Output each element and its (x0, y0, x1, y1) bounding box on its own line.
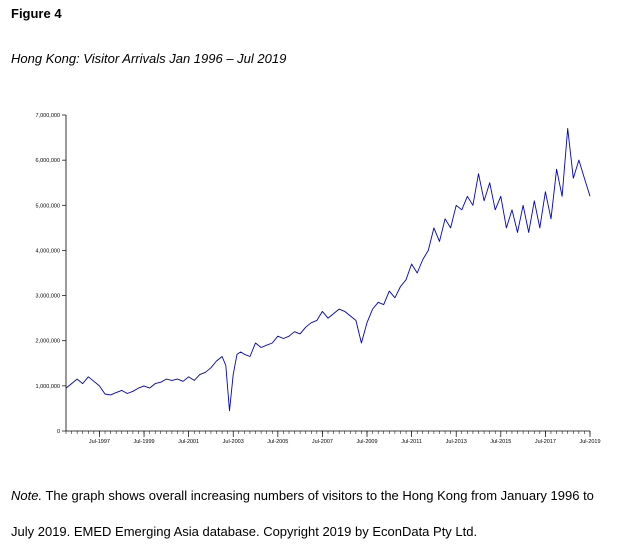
y-tick-label: 1,000,000 (36, 384, 60, 390)
line-chart: 0 1,000,000 2,000,000 3,000,000 4,000,000 5,0… (36, 113, 601, 445)
x-tick-label: Jul-1999 (133, 439, 154, 445)
x-tick-label: Jul-2009 (356, 439, 377, 445)
note-lead: Note. (11, 488, 43, 503)
figure-note: Note. The graph shows overall increasing… (11, 488, 611, 503)
y-tick-label: 6,000,000 (36, 158, 60, 164)
x-axis: Jul-1997 Jul-1999 Jul-2001 Jul-2003 Jul-2005… (65, 430, 601, 445)
x-tick-label: Jul-2007 (312, 439, 333, 445)
x-tick-label: Jul-2011 (401, 439, 422, 445)
y-tick-label: 4,000,000 (36, 248, 60, 254)
x-tick-label: Jul-2003 (223, 439, 244, 445)
x-tick-label: Jul-2019 (579, 439, 600, 445)
x-tick-label: Jul-1997 (89, 439, 110, 445)
y-tick-label: 5,000,000 (36, 203, 60, 209)
figure-label: Figure 4 (11, 6, 62, 21)
y-tick-label: 7,000,000 (36, 113, 60, 119)
x-tick-label: Jul-2001 (178, 439, 199, 445)
x-tick-label: Jul-2017 (535, 439, 556, 445)
figure-note-line-2: July 2019. EMED Emerging Asia database. … (11, 524, 478, 539)
y-tick-label: 2,000,000 (36, 339, 60, 345)
figure-title: Hong Kong: Visitor Arrivals Jan 1996 – J… (11, 51, 287, 66)
y-tick-label: 0 (57, 429, 60, 435)
y-tick-label: 3,000,000 (36, 294, 60, 300)
y-axis: 0 1,000,000 2,000,000 3,000,000 4,000,000 5,0… (36, 113, 67, 435)
x-tick-label: Jul-2013 (446, 439, 467, 445)
series-line-1 (65, 128, 591, 412)
x-tick-label: Jul-2005 (267, 439, 288, 445)
x-tick-label: Jul-2015 (490, 439, 511, 445)
note-line-1: The graph shows overall increasing numbe… (42, 488, 594, 503)
plot-area (65, 128, 591, 412)
